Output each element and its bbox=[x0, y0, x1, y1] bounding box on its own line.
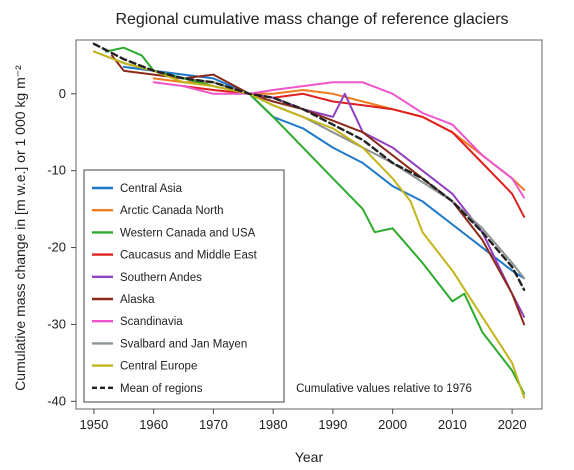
y-tick-label: -30 bbox=[47, 316, 66, 331]
x-tick-label: 2020 bbox=[498, 417, 527, 432]
y-tick-label: -10 bbox=[47, 163, 66, 178]
x-tick-label: 2010 bbox=[438, 417, 467, 432]
legend-entry-label: Arctic Canada North bbox=[120, 205, 224, 217]
legend-entry-label: Mean of regions bbox=[120, 383, 203, 395]
series-line-mean-of-regions bbox=[92, 42, 526, 291]
y-tick-label: 0 bbox=[59, 86, 66, 101]
x-tick-label: 2000 bbox=[378, 417, 407, 432]
series-line-central-europe bbox=[92, 50, 526, 399]
legend: Central Asia Arctic Canada North Western C… bbox=[83, 169, 285, 403]
plot-area-frame bbox=[75, 39, 543, 410]
x-tick-label: 1980 bbox=[259, 417, 288, 432]
x-axis-title: Year bbox=[295, 449, 324, 465]
legend-entry-label: Central Europe bbox=[120, 361, 197, 373]
y-axis-title: Cumulative mass change in [m w.e.] or 1 … bbox=[12, 65, 28, 391]
series-lines bbox=[92, 42, 526, 399]
axis-ticks: 1950 1960 1970 1980 1990 2000 2010 2020 0 -10 -20 -… bbox=[47, 86, 526, 432]
series-line-scandinavia bbox=[152, 81, 526, 199]
y-tick-label: -40 bbox=[47, 393, 66, 408]
chart-title: Regional cumulative mass change of refer… bbox=[115, 11, 508, 28]
legend-entry-label: Southern Andes bbox=[120, 272, 202, 284]
legend-entry-label: Alaska bbox=[120, 294, 155, 306]
series-line-southern-andes bbox=[248, 92, 526, 318]
x-tick-label: 1990 bbox=[318, 417, 347, 432]
chart-annotation: Cumulative values relative to 1976 bbox=[296, 383, 472, 395]
x-tick-label: 1950 bbox=[79, 417, 108, 432]
x-tick-label: 1960 bbox=[139, 417, 168, 432]
legend-entry-label: Caucasus and Middle East bbox=[120, 250, 258, 262]
legend-box bbox=[83, 169, 285, 403]
legend-entry-label: Western Canada and USA bbox=[120, 227, 256, 239]
y-tick-label: -20 bbox=[47, 240, 66, 255]
legend-entry-label: Svalbard and Jan Mayen bbox=[120, 338, 247, 350]
legend-entry-label: Central Asia bbox=[120, 183, 183, 195]
x-tick-label: 1970 bbox=[199, 417, 228, 432]
legend-entry-label: Scandinavia bbox=[120, 316, 183, 328]
